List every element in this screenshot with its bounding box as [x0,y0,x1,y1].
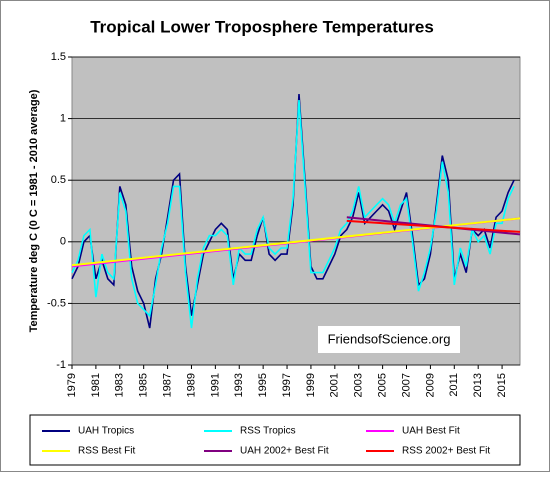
legend-label: RSS Tropics [240,426,296,437]
y-tick-label: -1 [56,359,66,371]
legend-label: UAH 2002+ Best Fit [240,446,329,457]
legend-items: UAH Tropics RSS Tropics UAH Best Fit RSS Be… [42,426,490,457]
x-tick-label: 1983 [114,373,126,397]
x-tick-label: 2005 [377,373,389,397]
x-tick-label: 1999 [305,373,317,397]
x-tick-label: 1987 [161,373,173,397]
x-tick-label: 1995 [257,373,269,397]
annotation-box [318,326,460,353]
y-tick-label: 0 [60,236,66,248]
x-tick-label: 1991 [209,373,221,397]
legend [29,414,521,466]
x-tick-label: 1989 [185,373,197,397]
lines [71,93,521,329]
legend-label: RSS Best Fit [78,446,135,457]
legend-label: UAH Tropics [78,426,134,437]
plot-area [71,56,521,366]
x-tick-label: 2009 [424,373,436,397]
y-tick-label: -0.5 [47,297,66,309]
x-tick-label: 1979 [66,373,78,397]
series-line [346,219,521,233]
y-tick-label: 1.5 [51,51,66,63]
x-tick-label: 2001 [329,373,341,397]
x-tick-label: 2013 [472,373,484,397]
series-line [71,100,515,329]
legend-label: UAH Best Fit [402,426,460,437]
x-tick-label: 1997 [281,373,293,397]
x-tick-label: 2015 [496,373,508,397]
x-tick-label: 2007 [400,373,412,397]
y-tick-label: 1 [60,113,66,125]
y-axis-label: Temperature deg C (0 C = 1981 - 2010 ave… [28,89,40,332]
chart-title: Tropical Lower Troposphere Temperatures [90,17,434,36]
x-tick-label: 1981 [90,373,102,397]
x-tick-label: 2003 [353,373,365,397]
annotation: FriendsofScience.org [328,331,451,346]
x-tick-label: 2011 [448,373,460,397]
y-tick-label: 0.5 [51,174,66,186]
legend-label: RSS 2002+ Best Fit [402,446,490,457]
x-tick-label: 1985 [138,373,150,397]
x-tick-label: 1993 [233,373,245,397]
